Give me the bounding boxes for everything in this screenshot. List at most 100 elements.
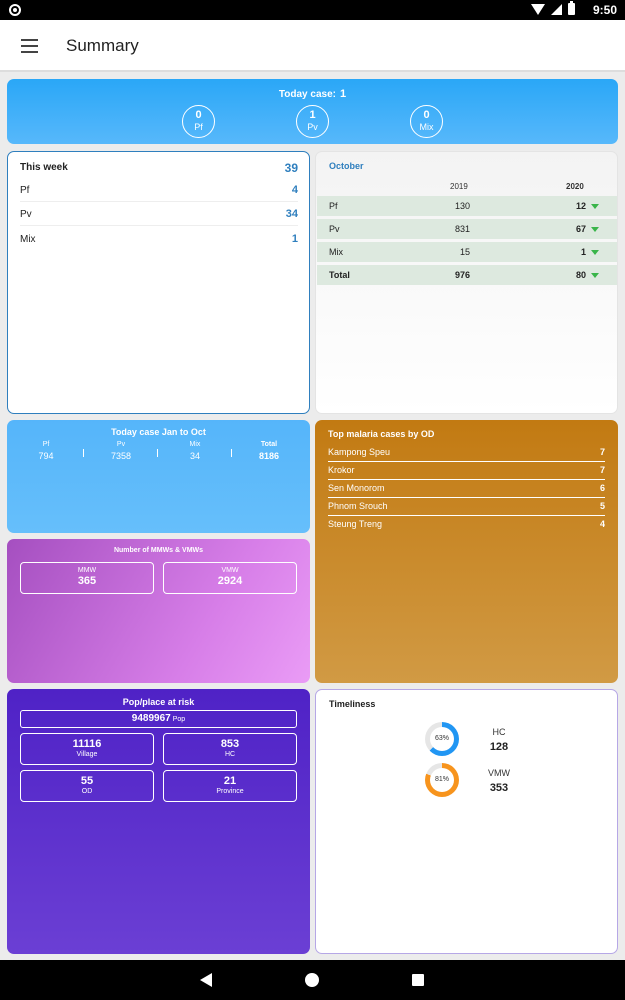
back-icon[interactable]	[200, 973, 212, 987]
pop-unit: Pop	[172, 716, 186, 723]
mmw-vmw-title: Number of MMWs & VMWs	[113, 547, 204, 554]
value-2020: 80	[575, 270, 586, 280]
col-label: Mix	[189, 441, 201, 448]
od-name: Kampong Speu	[328, 447, 391, 457]
village-label: Village	[76, 751, 98, 758]
recent-apps-icon[interactable]	[412, 974, 424, 986]
home-icon[interactable]	[305, 973, 319, 987]
list-item: Mix 1	[20, 227, 298, 251]
row-label: Mix	[329, 247, 343, 257]
province-box: 21 Province	[163, 770, 297, 802]
value-2019: 15	[459, 247, 470, 257]
od-label: OD	[81, 788, 93, 795]
mmw-value: 365	[77, 575, 97, 587]
row-value: 4	[291, 184, 298, 196]
navigation-bar	[0, 960, 625, 1000]
jan-to-oct-card[interactable]: Today case Jan to Oct Pf 794 Pv 7358 Mix…	[7, 420, 310, 533]
value-2019: 976	[454, 270, 470, 280]
mmw-box: MMW 365	[20, 562, 154, 594]
today-pv-label: Pv	[307, 122, 318, 132]
hc-progress-ring: 63%	[425, 722, 459, 756]
od-count: 7	[599, 465, 605, 475]
od-count: 7	[599, 447, 605, 457]
today-case-header: Today case: 1	[7, 88, 618, 100]
col-label: Pv	[116, 441, 126, 448]
row-value: 1	[291, 233, 298, 245]
village-value: 11116	[72, 738, 102, 750]
col-label: Pf	[42, 441, 50, 448]
today-case-label: Today case:	[278, 89, 336, 100]
this-week-card[interactable]: This week 39 Pf 4 Pv 34 Mix 1	[7, 151, 310, 414]
row-label: Mix	[20, 234, 36, 245]
hc-box: 853 HC	[163, 733, 297, 765]
today-pf-circle: 0 Pf	[182, 105, 215, 138]
list-item: Sen Monorom 6	[328, 480, 605, 498]
timeliness-title: Timeliness	[329, 699, 376, 709]
divider	[231, 449, 232, 457]
vmw-timeliness-value: 353	[489, 782, 509, 794]
value-2019: 130	[454, 201, 470, 211]
table-row: Pv 831 67	[317, 219, 617, 239]
today-pv-value: 1	[309, 109, 316, 121]
pop-at-risk-card[interactable]: Pop/place at risk 9489967 Pop 11116 Villa…	[7, 689, 310, 954]
col-label: Total	[260, 441, 278, 448]
col-value: 7358	[110, 451, 132, 461]
col-value: 34	[189, 451, 200, 461]
vmw-label: VMW	[221, 567, 239, 574]
this-week-header: This week 39	[20, 155, 298, 179]
table-row-total: Total 976 80	[317, 265, 617, 285]
value-2020: 12	[575, 201, 586, 211]
october-card[interactable]: October 2019 2020 Pf 130 12 Pv 831 67 Mi…	[315, 151, 618, 414]
trend-down-icon	[591, 273, 599, 278]
col-value: 8186	[258, 451, 280, 461]
vmw-box: VMW 2924	[163, 562, 297, 594]
od-count: 6	[599, 483, 605, 493]
row-label: Pv	[20, 209, 32, 220]
col-value: 794	[38, 451, 54, 461]
value-2020: 67	[575, 224, 586, 234]
vmw-timeliness-label: VMW	[488, 768, 510, 778]
hc-timeliness-label: HC	[492, 727, 506, 737]
od-name: Phnom Srouch	[328, 501, 388, 511]
mmw-vmw-card[interactable]: Number of MMWs & VMWs MMW 365 VMW 2924	[7, 539, 310, 683]
status-bar: 9:50	[0, 0, 625, 20]
hc-percent: 63%	[430, 727, 454, 751]
list-item: Pv 34	[20, 202, 298, 226]
clock: 9:50	[592, 3, 617, 17]
divider	[83, 449, 84, 457]
province-value: 21	[223, 775, 237, 787]
trend-down-icon	[591, 204, 599, 209]
list-item: Kampong Speu 7	[328, 444, 605, 462]
od-box: 55 OD	[20, 770, 154, 802]
pop-at-risk-title: Pop/place at risk	[122, 697, 195, 707]
today-case-value: 1	[339, 88, 347, 100]
timeliness-card[interactable]: Timeliness 63% HC 128 81% VMW 353	[315, 689, 618, 954]
notification-icon	[9, 4, 21, 16]
today-mix-circle: 0 Mix	[410, 105, 443, 138]
year-header-2019: 2019	[450, 182, 468, 191]
row-value: 34	[285, 208, 298, 220]
value-2019: 831	[454, 224, 470, 234]
today-pf-label: Pf	[194, 122, 203, 132]
row-label: Total	[329, 270, 350, 280]
od-name: Steung Treng	[328, 519, 383, 529]
vmw-value: 2924	[217, 575, 243, 587]
table-row: Pf 130 12	[317, 196, 617, 216]
wifi-icon	[531, 3, 545, 15]
today-pf-value: 0	[195, 109, 202, 121]
hc-label: HC	[224, 751, 236, 758]
value-2020: 1	[580, 247, 586, 257]
today-case-card[interactable]: Today case: 1 0 Pf 1 Pv 0 Mix	[7, 79, 618, 144]
jan-oct-mix: Mix 34	[170, 441, 220, 461]
vmw-progress-ring: 81%	[425, 763, 459, 797]
divider	[157, 449, 158, 457]
page-title: Summary	[66, 36, 139, 55]
top-od-card[interactable]: Top malaria cases by OD Kampong Speu 7 K…	[315, 420, 618, 683]
row-label: Pf	[20, 185, 30, 196]
table-row: Mix 15 1	[317, 242, 617, 262]
jan-oct-total: Total 8186	[244, 441, 294, 461]
this-week-total: 39	[284, 161, 298, 175]
menu-icon[interactable]	[21, 39, 38, 53]
today-pv-circle: 1 Pv	[296, 105, 329, 138]
jan-oct-pf: Pf 794	[21, 441, 71, 461]
